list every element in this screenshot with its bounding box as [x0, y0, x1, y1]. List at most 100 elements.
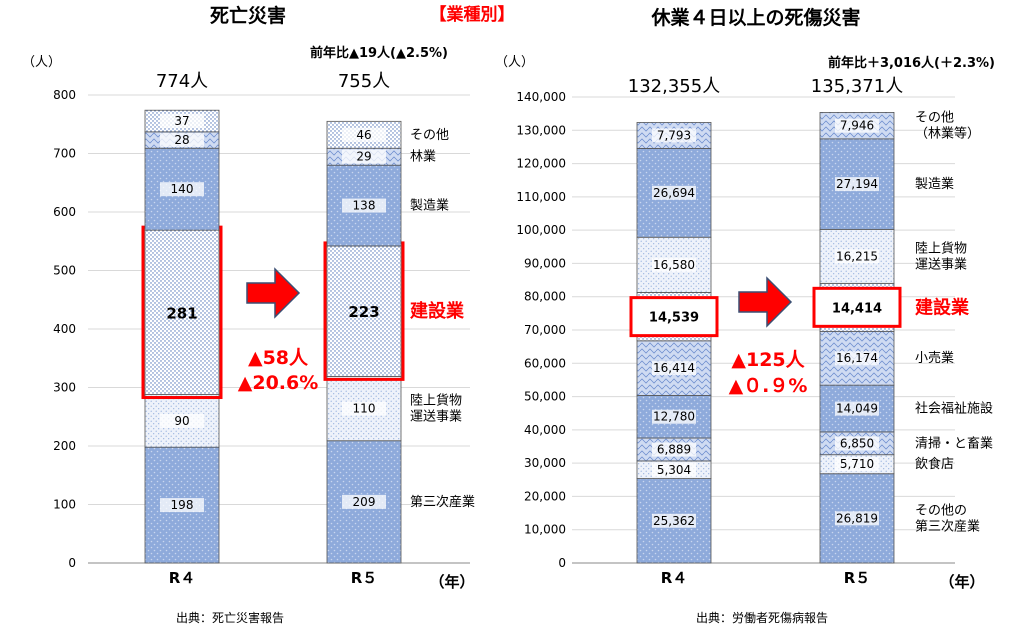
- legend-label: 小売業: [915, 350, 954, 366]
- data-label: 223: [348, 303, 379, 321]
- data-label: 12,780: [653, 410, 695, 424]
- y-tick-label: 140,000: [516, 90, 566, 104]
- data-label: 27,194: [836, 177, 878, 191]
- legend-label: 社会福祉施設: [915, 401, 993, 417]
- bar-total-label: 755人: [338, 71, 390, 92]
- data-label: 90: [174, 414, 189, 428]
- legend-label: 飲食店: [915, 456, 954, 472]
- legend-label: 林業: [410, 149, 436, 165]
- legend-label: その他: [410, 128, 449, 143]
- data-label-bg: [652, 462, 696, 477]
- data-label-bg: [835, 118, 879, 133]
- x-category-label: R４: [661, 569, 688, 587]
- data-label: 28: [174, 133, 189, 147]
- bar-total-label: 135,371人: [811, 76, 903, 97]
- data-label-bg: [835, 401, 879, 416]
- y-tick-label: 500: [53, 264, 76, 278]
- legend-label: 建設業: [410, 300, 465, 322]
- y-tick-label: 90,000: [524, 256, 566, 270]
- data-label-bg: [342, 127, 386, 142]
- y-tick-label: 0: [68, 556, 76, 570]
- data-label-bg: [835, 457, 879, 472]
- legend-label: 清掃・と畜業: [915, 435, 993, 451]
- data-label-bg: [160, 182, 204, 197]
- y-tick-label: 100: [53, 498, 76, 512]
- y-tick-label: 70,000: [524, 323, 566, 337]
- data-label: 5,304: [657, 463, 691, 477]
- y-tick-label: 40,000: [524, 423, 566, 437]
- legend-label: 建設業: [915, 296, 970, 318]
- change-note: 前年比▲19人(▲2.5%): [310, 45, 448, 61]
- data-label-bg: [342, 401, 386, 416]
- data-label: 110: [353, 402, 376, 416]
- data-label: 16,215: [836, 249, 878, 263]
- highlight-change-count: ▲125人: [731, 349, 805, 371]
- data-label: 281: [166, 304, 197, 322]
- data-label-bg: [342, 149, 386, 164]
- legend-label: その他の第三次産業: [915, 503, 980, 534]
- change-note: 前年比＋3,016人(＋2.3%): [828, 55, 995, 71]
- legend-label: 陸上貨物運送事業: [410, 393, 462, 425]
- legend-label: 陸上貨物運送事業: [915, 240, 967, 272]
- bar-total-label: 774人: [156, 71, 208, 92]
- y-tick-label: 30,000: [524, 456, 566, 470]
- y-tick-label: 800: [53, 88, 76, 102]
- data-label-bg: [160, 498, 204, 513]
- data-label-bg: [652, 442, 696, 457]
- data-label-bg: [652, 257, 696, 272]
- y-tick-label: 80,000: [524, 290, 566, 304]
- x-category-label: R５: [351, 569, 378, 587]
- x-category-label: R４: [169, 569, 196, 587]
- x-unit-label: （年）: [429, 573, 474, 591]
- data-label-bg: [835, 511, 879, 526]
- data-label: 7,946: [840, 119, 874, 133]
- x-category-label: R５: [844, 569, 871, 587]
- highlight-change-percent: ▲０.９%: [729, 375, 808, 397]
- data-label-bg: [160, 413, 204, 428]
- bar-segment: [636, 122, 712, 149]
- data-label: 29: [356, 150, 371, 164]
- data-label: 16,414: [653, 361, 695, 375]
- data-label: 209: [353, 495, 376, 509]
- data-label-bg: [652, 128, 696, 143]
- bar-segment: [326, 245, 402, 377]
- x-unit-label: （年）: [939, 573, 984, 591]
- highlight-change-percent: ▲20.6%: [238, 372, 319, 394]
- highlight-frame: [812, 286, 902, 328]
- data-label-bg: [652, 185, 696, 200]
- title-center: 【業種別】: [430, 4, 515, 25]
- y-tick-label: 60,000: [524, 356, 566, 370]
- data-label-bg: [835, 436, 879, 451]
- data-label-bg: [835, 177, 879, 192]
- y-tick-label: 100,000: [516, 223, 566, 237]
- data-label-bg: [342, 198, 386, 213]
- y-tick-label: 700: [53, 147, 76, 161]
- data-label-bg: [160, 114, 204, 129]
- legend-label: 製造業: [410, 198, 449, 214]
- data-label: 25,362: [653, 514, 695, 528]
- data-label: 6,889: [657, 442, 691, 456]
- data-label-bg: [342, 494, 386, 509]
- source-note: 出典：労働者死傷病報告: [696, 610, 828, 625]
- data-label: 16,580: [653, 258, 695, 272]
- data-label: 138: [353, 199, 376, 213]
- y-tick-label: 130,000: [516, 123, 566, 137]
- y-tick-label: 300: [53, 381, 76, 395]
- data-label: 6,850: [840, 436, 874, 450]
- data-label: 14,049: [836, 402, 878, 416]
- bar-segment: [144, 229, 220, 395]
- legend-label: 第三次産業: [410, 494, 475, 510]
- change-arrow: [738, 276, 793, 328]
- data-label-bg: [160, 133, 204, 148]
- source-note: 出典：死亡災害報告: [176, 610, 284, 625]
- y-unit-label: （人）: [22, 55, 61, 70]
- highlight-frame: [629, 296, 719, 338]
- y-tick-label: 10,000: [524, 523, 566, 537]
- data-label-bg: [652, 361, 696, 376]
- y-tick-label: 200: [53, 439, 76, 453]
- y-unit-label: （人）: [495, 55, 534, 70]
- highlight-change-count: ▲58人: [248, 347, 309, 369]
- data-label-bg: [652, 513, 696, 528]
- change-arrow: [246, 267, 301, 319]
